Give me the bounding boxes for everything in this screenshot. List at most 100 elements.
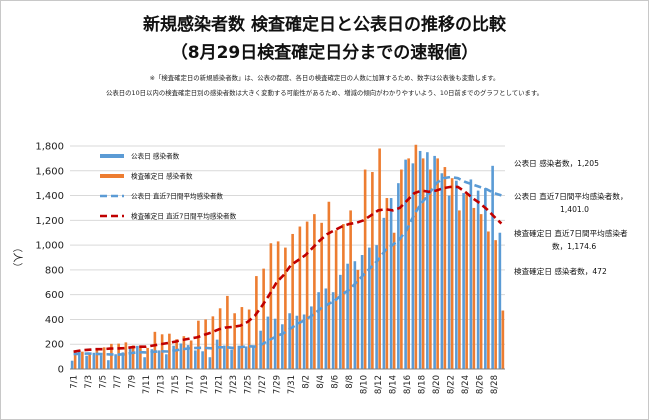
- published-bar: [476, 190, 480, 369]
- confirmed-bar: [175, 339, 178, 369]
- published-bar: [295, 315, 299, 369]
- published-bar: [201, 351, 204, 369]
- confirmed-bar: [117, 343, 120, 369]
- confirmed-bar: [371, 172, 374, 369]
- published-bar: [324, 288, 328, 369]
- y-tick-label: 1,400: [35, 191, 64, 202]
- y-tick-label: 0: [58, 365, 64, 376]
- x-tick-label: 8/16: [403, 375, 413, 394]
- published-bar: [491, 165, 494, 369]
- confirmed-bar: [305, 221, 309, 369]
- legend-confirmed-bar-label: 検査確定日 感染者数: [131, 172, 193, 181]
- published-bar: [179, 343, 183, 369]
- confirmed-bar: [168, 333, 171, 369]
- x-tick-label: 7/3: [84, 375, 94, 389]
- published-bar: [273, 318, 277, 369]
- published-bar: [360, 255, 364, 369]
- chart-note-2: 公表日の10日以内の検査確定日別の感染者数は大きく変動する可能性があるため、増減…: [105, 89, 544, 97]
- confirmed-bar: [291, 233, 294, 369]
- confirmed-bar: [421, 158, 425, 369]
- confirmed-bar: [146, 347, 149, 369]
- x-tick-label: 8/10: [360, 375, 370, 394]
- confirmed-bar: [494, 240, 497, 369]
- confirmed-bar: [95, 350, 99, 369]
- published-bar: [375, 245, 378, 369]
- published-bar: [237, 345, 241, 369]
- confirmed-bar: [269, 243, 273, 369]
- y-tick-label: 1,600: [35, 166, 64, 177]
- x-tick-label: 7/13: [157, 375, 167, 394]
- confirmed-bar: [429, 169, 432, 369]
- confirmed-bar: [407, 158, 410, 369]
- published-bar: [353, 261, 357, 369]
- published-bar: [150, 349, 154, 369]
- x-tick-label: 7/29: [273, 375, 283, 394]
- published-bar: [107, 360, 110, 369]
- annotation-line1: 検査確定日 直近7日間平均感染者: [514, 228, 628, 238]
- confirmed-bar: [197, 320, 200, 369]
- x-tick-label: 7/17: [186, 375, 196, 394]
- published-bar: [382, 217, 386, 369]
- x-tick-label: 7/21: [215, 375, 225, 394]
- confirmed-bar: [204, 319, 207, 369]
- x-tick-label: 7/27: [258, 375, 268, 394]
- published-bar: [172, 345, 175, 369]
- published-bar: [498, 232, 502, 369]
- x-tick-label: 8/22: [447, 375, 457, 394]
- confirmed-bar: [88, 352, 91, 369]
- x-tick-label: 7/15: [171, 375, 181, 394]
- chart-subtitle: （8月29日検査確定日分までの速報値）: [170, 43, 479, 63]
- confirmed-bar: [363, 169, 367, 369]
- chart-title: 新規感染者数 検査確定日と公表日の推移の比較: [143, 15, 506, 35]
- published-bar: [128, 346, 132, 369]
- confirmed-bar: [458, 210, 461, 369]
- confirmed-bar: [182, 336, 186, 369]
- confirmed-bar: [443, 167, 447, 369]
- published-bar: [78, 351, 81, 369]
- x-tick-label: 8/20: [432, 375, 442, 394]
- y-tick-label: 600: [45, 290, 64, 301]
- published-bar: [310, 306, 313, 369]
- confirmed-avg-line: [73, 185, 503, 353]
- published-bar: [136, 345, 139, 369]
- y-axis-label: （人）: [11, 243, 23, 273]
- published-bar: [208, 357, 212, 369]
- confirmed-bar: [385, 198, 389, 369]
- published-bar: [397, 183, 400, 369]
- confirmed-bar: [218, 308, 222, 369]
- published-bar: [389, 198, 393, 369]
- published-bar: [317, 292, 320, 369]
- confirmed-bar: [226, 295, 229, 369]
- published-bar: [447, 195, 451, 369]
- published-bar: [404, 159, 407, 369]
- x-tick-label: 7/31: [287, 375, 297, 394]
- legend-published-bar-label: 公表日 感染者数: [131, 152, 180, 161]
- x-tick-label: 8/28: [490, 375, 500, 394]
- annotation-line2: 1,401.0: [560, 205, 589, 214]
- annotation-line1: 検査確定日 感染者数，472: [514, 266, 607, 276]
- confirmed-bar: [139, 345, 142, 369]
- confirmed-bar: [313, 214, 316, 369]
- confirmed-bar: [400, 169, 403, 369]
- chart-note-1: ※「検査確定日の新規感染者数」は、公表の都度、各日の検査確定日の人数に加算するた…: [149, 74, 500, 82]
- confirmed-bar: [240, 307, 244, 369]
- published-bar: [440, 173, 444, 369]
- x-tick-label: 7/1: [70, 375, 80, 389]
- x-tick-label: 7/7: [113, 375, 123, 389]
- y-tick-label: 400: [45, 315, 64, 326]
- y-tick-label: 1,000: [35, 241, 64, 252]
- published-bar: [92, 352, 96, 369]
- y-tick-label: 1,800: [35, 142, 64, 153]
- published-bar: [194, 350, 197, 369]
- confirmed-bar: [349, 210, 352, 369]
- x-tick-label: 7/9: [128, 375, 138, 389]
- x-tick-label: 8/26: [476, 375, 486, 394]
- published-bar: [157, 350, 161, 369]
- confirmed-bar: [479, 214, 483, 369]
- confirmed-bar: [81, 351, 84, 369]
- y-tick-label: 1,200: [35, 216, 64, 227]
- x-tick-label: 8/2: [302, 375, 312, 389]
- published-bar: [99, 355, 103, 369]
- confirmed-bar: [262, 268, 265, 369]
